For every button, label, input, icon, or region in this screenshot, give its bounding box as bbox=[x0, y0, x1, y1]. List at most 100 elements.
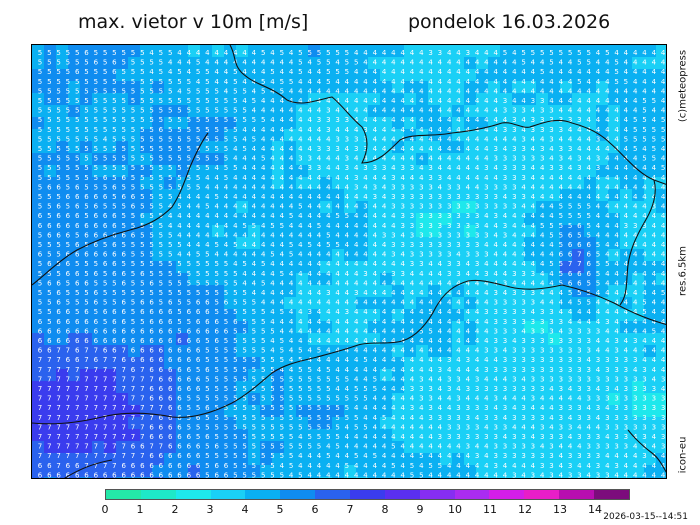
wind-value: 4 bbox=[419, 423, 424, 431]
wind-value: 3 bbox=[512, 155, 516, 163]
wind-value: 4 bbox=[335, 462, 340, 470]
wind-value: 4 bbox=[326, 174, 331, 182]
wind-value: 4 bbox=[484, 107, 489, 115]
wind-value: 5 bbox=[252, 433, 256, 441]
wind-value: 4 bbox=[549, 251, 554, 259]
wind-value: 4 bbox=[307, 299, 312, 307]
wind-value: 4 bbox=[512, 78, 517, 86]
wind-value: 5 bbox=[177, 318, 181, 326]
wind-value: 5 bbox=[242, 471, 246, 479]
wind-value: 4 bbox=[382, 59, 387, 67]
wind-value: 5 bbox=[140, 59, 144, 67]
wind-value: 6 bbox=[196, 327, 201, 335]
wind-value: 3 bbox=[456, 270, 460, 278]
wind-value: 3 bbox=[419, 251, 423, 259]
wind-value: 6 bbox=[66, 193, 71, 201]
wind-value: 7 bbox=[75, 414, 79, 422]
wind-value: 6 bbox=[112, 212, 117, 220]
wind-value: 3 bbox=[466, 212, 470, 220]
wind-value: 6 bbox=[168, 308, 173, 316]
wind-value: 4 bbox=[233, 174, 238, 182]
wind-value: 4 bbox=[410, 337, 415, 345]
wind-value: 3 bbox=[438, 193, 442, 201]
wind-value: 5 bbox=[94, 183, 98, 191]
wind-value: 5 bbox=[56, 59, 60, 67]
wind-value: 4 bbox=[493, 260, 498, 268]
wind-value: 3 bbox=[493, 452, 497, 460]
wind-value: 5 bbox=[214, 279, 218, 287]
wind-value: 6 bbox=[56, 299, 61, 307]
wind-value: 4 bbox=[577, 462, 582, 470]
wind-value: 4 bbox=[596, 174, 601, 182]
wind-value: 4 bbox=[624, 231, 629, 239]
wind-value: 6 bbox=[103, 308, 108, 316]
wind-value: 4 bbox=[661, 452, 666, 460]
wind-value: 4 bbox=[354, 251, 359, 259]
wind-value: 3 bbox=[512, 318, 516, 326]
wind-value: 4 bbox=[521, 423, 526, 431]
wind-value: 3 bbox=[512, 164, 516, 172]
wind-value: 4 bbox=[224, 59, 229, 67]
wind-value: 3 bbox=[652, 423, 656, 431]
shade-cell bbox=[392, 81, 404, 93]
wind-value: 5 bbox=[326, 78, 330, 86]
wind-value: 5 bbox=[298, 414, 302, 422]
wind-value: 3 bbox=[596, 462, 600, 470]
wind-value: 7 bbox=[131, 423, 135, 431]
wind-value: 4 bbox=[363, 327, 368, 335]
wind-value: 4 bbox=[280, 279, 285, 287]
wind-value: 5 bbox=[103, 116, 107, 124]
wind-value: 5 bbox=[168, 183, 172, 191]
wind-value: 3 bbox=[661, 404, 665, 412]
wind-value: 3 bbox=[521, 356, 525, 364]
wind-value: 4 bbox=[373, 289, 378, 297]
shade-cell bbox=[380, 81, 392, 93]
shade-cell bbox=[212, 69, 224, 81]
wind-value: 3 bbox=[382, 164, 386, 172]
wind-value: 5 bbox=[103, 145, 107, 153]
wind-value: 3 bbox=[549, 375, 553, 383]
wind-value: 5 bbox=[140, 135, 144, 143]
wind-value: 7 bbox=[94, 452, 98, 460]
wind-value: 3 bbox=[540, 318, 544, 326]
wind-value: 4 bbox=[466, 395, 471, 403]
wind-value: 4 bbox=[382, 145, 387, 153]
wind-value: 4 bbox=[261, 174, 266, 182]
wind-value: 4 bbox=[428, 59, 433, 67]
wind-value: 3 bbox=[512, 299, 516, 307]
wind-value: 4 bbox=[335, 174, 340, 182]
wind-value: 6 bbox=[577, 270, 582, 278]
wind-value: 5 bbox=[159, 155, 163, 163]
wind-value: 5 bbox=[205, 375, 209, 383]
shade-cell bbox=[428, 57, 440, 69]
wind-value: 5 bbox=[307, 385, 311, 393]
wind-value: 5 bbox=[261, 318, 265, 326]
wind-value: 4 bbox=[354, 97, 359, 105]
wind-value: 4 bbox=[410, 366, 415, 374]
shade-cell bbox=[464, 45, 476, 57]
wind-value: 3 bbox=[326, 116, 330, 124]
wind-value: 3 bbox=[428, 203, 432, 211]
wind-value: 5 bbox=[177, 155, 181, 163]
wind-value: 6 bbox=[196, 471, 201, 479]
wind-value: 3 bbox=[447, 423, 451, 431]
wind-value: 3 bbox=[391, 193, 395, 201]
wind-value: 4 bbox=[373, 270, 378, 278]
shade-cell bbox=[32, 93, 44, 105]
wind-value: 4 bbox=[549, 385, 554, 393]
wind-value: 4 bbox=[438, 356, 443, 364]
wind-value: 3 bbox=[475, 433, 479, 441]
wind-value: 4 bbox=[428, 289, 433, 297]
wind-value: 7 bbox=[568, 260, 572, 268]
wind-value: 4 bbox=[345, 222, 350, 230]
wind-value: 4 bbox=[214, 251, 219, 259]
wind-value: 4 bbox=[382, 222, 387, 230]
wind-value: 4 bbox=[419, 126, 424, 134]
wind-value: 5 bbox=[317, 423, 321, 431]
wind-value: 4 bbox=[205, 193, 210, 201]
shade-cell bbox=[32, 81, 44, 93]
wind-value: 4 bbox=[400, 404, 405, 412]
wind-value: 4 bbox=[428, 443, 433, 451]
shade-cell bbox=[260, 45, 272, 57]
wind-value: 4 bbox=[298, 145, 303, 153]
